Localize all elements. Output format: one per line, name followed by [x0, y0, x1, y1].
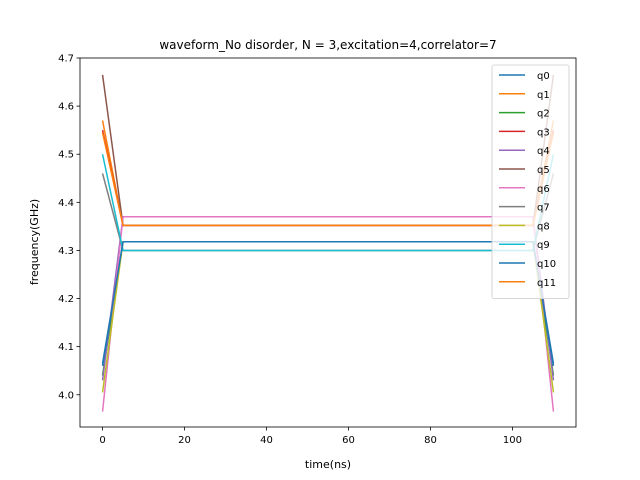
legend-label-q7: q7 [537, 203, 550, 214]
legend-label-q11: q11 [537, 278, 556, 289]
legend-label-q4: q4 [537, 146, 550, 157]
y-tick-label: 4.6 [58, 102, 74, 113]
legend-label-q0: q0 [537, 71, 550, 82]
x-tick-label: 100 [503, 435, 522, 446]
x-tick-label: 80 [424, 435, 437, 446]
y-tick-label: 4.1 [58, 342, 74, 353]
legend-label-q10: q10 [537, 259, 556, 270]
y-tick-label: 4.7 [58, 54, 74, 65]
x-tick-label: 0 [99, 435, 105, 446]
y-tick-label: 4.0 [58, 390, 74, 401]
y-tick-label: 4.4 [58, 198, 74, 209]
y-tick-label: 4.3 [58, 246, 74, 257]
axis-ticks: 0 20 40 60 80 100 4.0 4.1 4.2 4.3 4.4 4.5 4.6 4.7 [58, 54, 522, 447]
legend-label-q3: q3 [537, 127, 550, 138]
axes-frame [79, 57, 577, 428]
legend-label-q8: q8 [537, 221, 550, 232]
x-axis-label: time(ns) [305, 458, 351, 471]
x-tick-label: 20 [178, 435, 191, 446]
series-line-q10 [101, 241, 555, 367]
legend-label-q1: q1 [537, 90, 550, 101]
legend-label-q9: q9 [537, 240, 550, 251]
legend-label-q5: q5 [537, 165, 550, 176]
legend-box [491, 64, 570, 300]
legend-label-q2: q2 [537, 109, 550, 120]
y-tick-label: 4.5 [58, 150, 74, 161]
legend-label-q6: q6 [537, 184, 550, 195]
x-tick-label: 60 [342, 435, 355, 446]
chart-title: waveform_No disorder, N = 3,excitation=4… [159, 38, 496, 52]
legend: q0 q1 q2 q3 q4 q5 q6 q7 q8 q9 q10 q11 [491, 64, 570, 300]
x-tick-label: 40 [260, 435, 273, 446]
y-axis-label: frequency(GHz) [28, 199, 41, 285]
y-tick-label: 4.2 [58, 294, 74, 305]
